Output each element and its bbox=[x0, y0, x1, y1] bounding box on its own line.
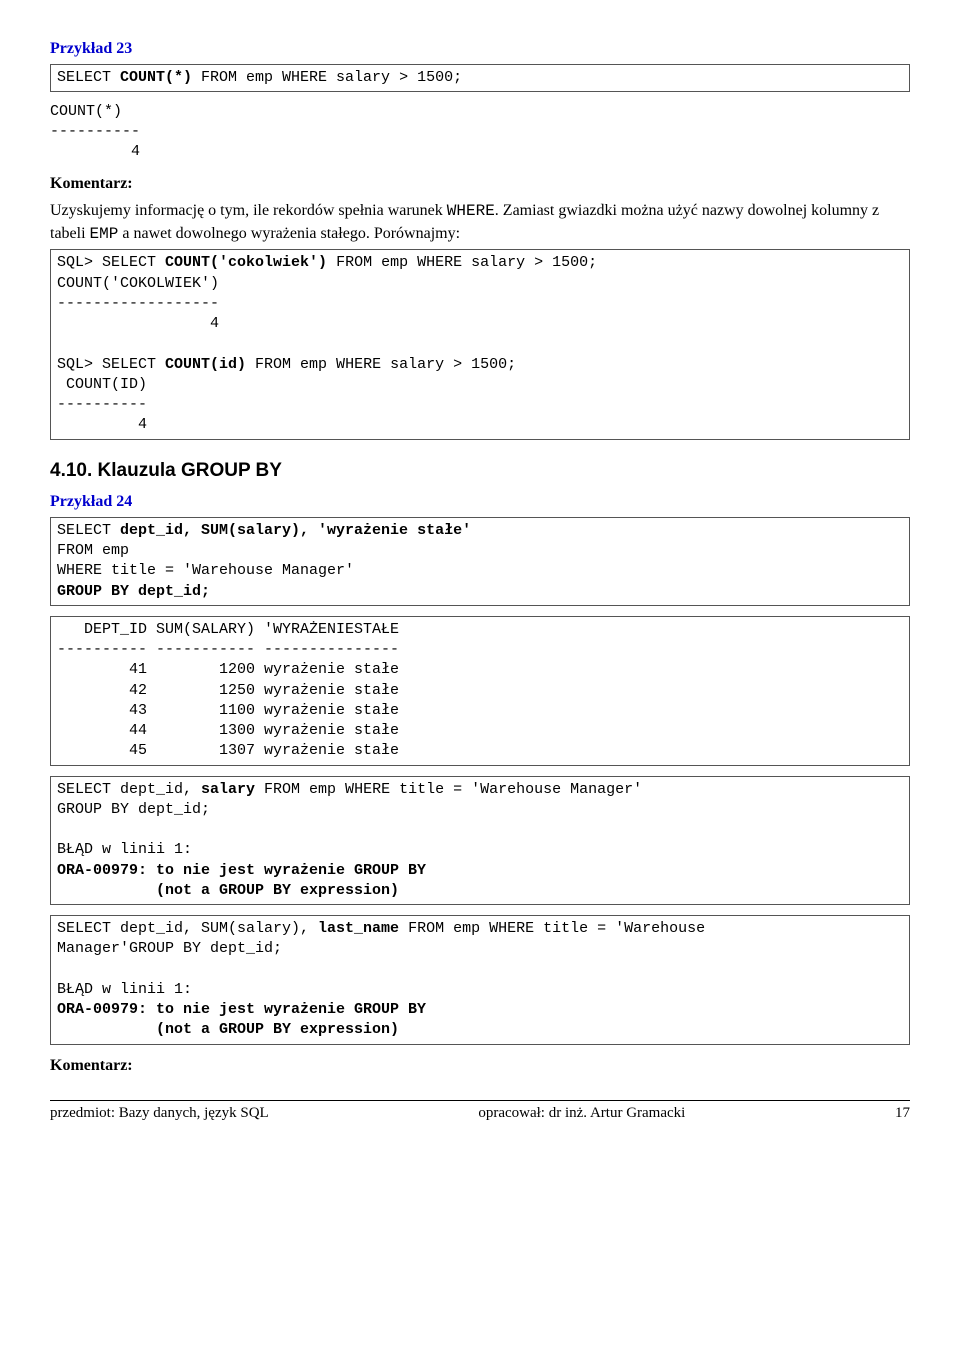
example-23-result: COUNT(*) ---------- 4 bbox=[50, 102, 910, 163]
code-text: Manager'GROUP BY dept_id; bbox=[57, 940, 282, 957]
code-bold: salary bbox=[201, 781, 255, 798]
example-24-code: SELECT dept_id, SUM(salary), 'wyrażenie … bbox=[50, 517, 910, 606]
code-bold: COUNT(id) bbox=[165, 356, 246, 373]
example-23-code: SELECT COUNT(*) FROM emp WHERE salary > … bbox=[50, 64, 910, 92]
example-24-result: DEPT_ID SUM(SALARY) 'WYRAŻENIESTAŁE ----… bbox=[50, 616, 910, 766]
code-text: SELECT bbox=[57, 69, 120, 86]
result-row: 44 1300 wyrażenie stałe bbox=[57, 722, 399, 739]
example-23-body: Uzyskujemy informację o tym, ile rekordó… bbox=[50, 200, 910, 245]
result-row: 41 1200 wyrażenie stałe bbox=[57, 661, 399, 678]
body-inline-code: EMP bbox=[90, 225, 119, 243]
footer-mid: opracował: dr inż. Artur Gramacki bbox=[478, 1103, 685, 1123]
code-text: BŁĄD w linii 1: bbox=[57, 841, 192, 858]
code-text: FROM emp WHERE salary > 1500; bbox=[192, 69, 462, 86]
body-text: a nawet dowolnego wyrażenia stałego. Por… bbox=[118, 225, 460, 242]
code-text: FROM emp WHERE salary > 1500; bbox=[246, 356, 516, 373]
example-23-title: Przykład 23 bbox=[50, 38, 910, 60]
code-text: SQL> SELECT bbox=[57, 356, 165, 373]
code-bold: dept_id, SUM(salary), 'wyrażenie stałe' bbox=[120, 522, 471, 539]
code-bold: last_name bbox=[318, 920, 399, 937]
result-row: 42 1250 wyrażenie stałe bbox=[57, 682, 399, 699]
code-text: COUNT('COKOLWIEK') ------------------ 4 bbox=[57, 275, 219, 333]
result-row: 45 1307 wyrażenie stałe bbox=[57, 742, 399, 759]
example-24-error-1: SELECT dept_id, salary FROM emp WHERE ti… bbox=[50, 776, 910, 906]
code-bold: COUNT(*) bbox=[120, 69, 192, 86]
error-text: ORA-00979: to nie jest wyrażenie GROUP B… bbox=[57, 1001, 426, 1018]
body-inline-code: WHERE bbox=[447, 202, 495, 220]
footer-page-number: 17 bbox=[895, 1103, 910, 1123]
code-text: FROM emp WHERE salary > 1500; bbox=[327, 254, 597, 271]
result-divider: ---------- ----------- --------------- bbox=[57, 641, 399, 658]
code-text: SELECT dept_id, SUM(salary), bbox=[57, 920, 318, 937]
code-text: FROM emp WHERE title = 'Warehouse bbox=[399, 920, 705, 937]
result-header: DEPT_ID SUM(SALARY) 'WYRAŻENIESTAŁE bbox=[57, 621, 399, 638]
code-text: FROM emp bbox=[57, 542, 129, 559]
body-text: Uzyskujemy informację o tym, ile rekordó… bbox=[50, 202, 447, 219]
example-24-title: Przykład 24 bbox=[50, 491, 910, 513]
section-4-10-title: 4.10. Klauzula GROUP BY bbox=[50, 458, 910, 484]
page-footer: przedmiot: Bazy danych, język SQL opraco… bbox=[50, 1100, 910, 1123]
code-text: BŁĄD w linii 1: bbox=[57, 981, 192, 998]
error-text: (not a GROUP BY expression) bbox=[57, 882, 399, 899]
code-bold: GROUP BY dept_id; bbox=[57, 583, 210, 600]
komentarz-label: Komentarz: bbox=[50, 173, 910, 195]
code-text: COUNT(ID) ---------- 4 bbox=[57, 376, 147, 434]
code-text: SQL> SELECT bbox=[57, 254, 165, 271]
code-text: WHERE title = 'Warehouse Manager' bbox=[57, 562, 354, 579]
komentarz-label: Komentarz: bbox=[50, 1055, 910, 1077]
code-text: FROM emp WHERE title = 'Warehouse Manage… bbox=[255, 781, 642, 798]
code-text: GROUP BY dept_id; bbox=[57, 801, 210, 818]
code-bold: COUNT('cokolwiek') bbox=[165, 254, 327, 271]
result-row: 43 1100 wyrażenie stałe bbox=[57, 702, 399, 719]
example-24-error-2: SELECT dept_id, SUM(salary), last_name F… bbox=[50, 915, 910, 1045]
error-text: (not a GROUP BY expression) bbox=[57, 1021, 399, 1038]
code-text: SELECT dept_id, bbox=[57, 781, 201, 798]
error-text: ORA-00979: to nie jest wyrażenie GROUP B… bbox=[57, 862, 426, 879]
code-text: SELECT bbox=[57, 522, 120, 539]
example-23-comparison-code: SQL> SELECT COUNT('cokolwiek') FROM emp … bbox=[50, 249, 910, 439]
footer-left: przedmiot: Bazy danych, język SQL bbox=[50, 1103, 269, 1123]
